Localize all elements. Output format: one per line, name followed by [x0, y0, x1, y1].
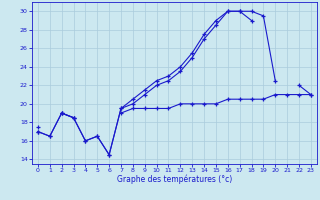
- X-axis label: Graphe des températures (°c): Graphe des températures (°c): [117, 175, 232, 184]
